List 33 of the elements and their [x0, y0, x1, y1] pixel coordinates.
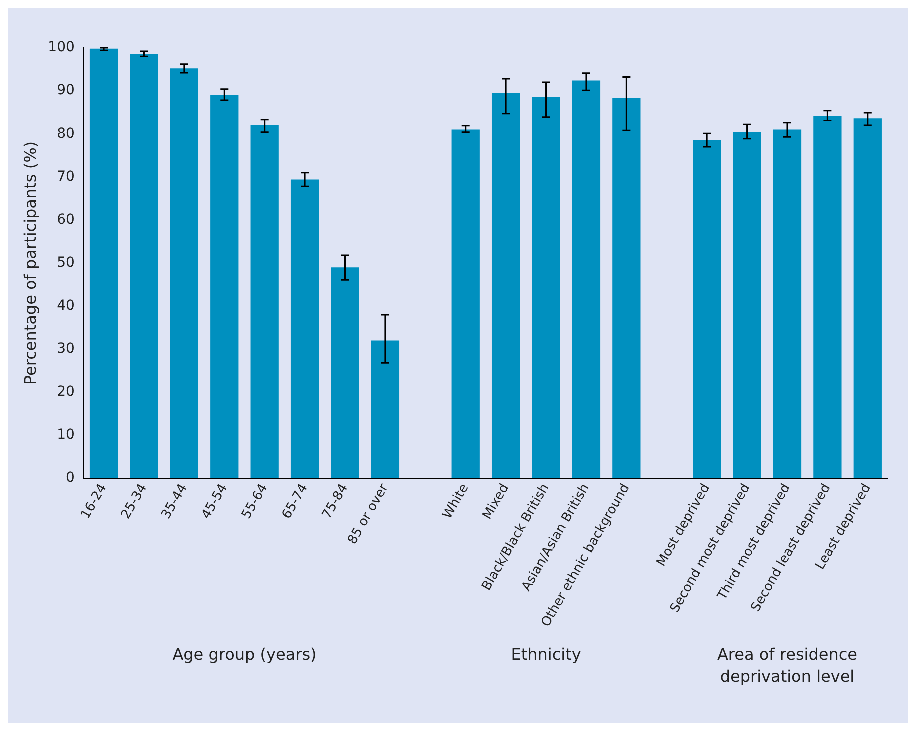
- bar: [371, 340, 400, 479]
- bar: [331, 268, 360, 479]
- y-tick-label: 20: [57, 384, 75, 400]
- bar: [492, 93, 520, 479]
- y-tick-label: 60: [57, 212, 75, 228]
- y-tick-label: 70: [57, 168, 75, 185]
- bar: [532, 97, 560, 479]
- y-tick-label: 90: [57, 82, 75, 99]
- bar: [854, 118, 882, 479]
- bar: [90, 48, 118, 479]
- bar: [733, 132, 762, 479]
- text: Age group (years): [172, 645, 317, 664]
- bar: [572, 80, 601, 479]
- y-tick-label: 30: [57, 341, 75, 358]
- bar: [773, 130, 802, 479]
- y-tick-label: 100: [48, 40, 75, 56]
- bar: [290, 180, 320, 479]
- y-tick-label: 50: [57, 254, 75, 271]
- y-axis-title: Percentage of participants (%): [20, 141, 40, 386]
- bar: [612, 98, 641, 479]
- bar: [814, 116, 842, 479]
- bar: [170, 68, 199, 479]
- bar: [693, 140, 722, 479]
- text: Ethnicity: [511, 645, 582, 664]
- y-tick-label: 40: [57, 298, 75, 314]
- y-tick-label: 0: [66, 470, 75, 486]
- text: Area of residence deprivation level: [717, 645, 858, 686]
- bar: [210, 95, 239, 479]
- bar: [250, 126, 279, 479]
- bar: [452, 130, 480, 479]
- y-tick-label: 80: [57, 126, 75, 142]
- y-tick-label: 10: [57, 427, 75, 444]
- bar: [130, 54, 158, 479]
